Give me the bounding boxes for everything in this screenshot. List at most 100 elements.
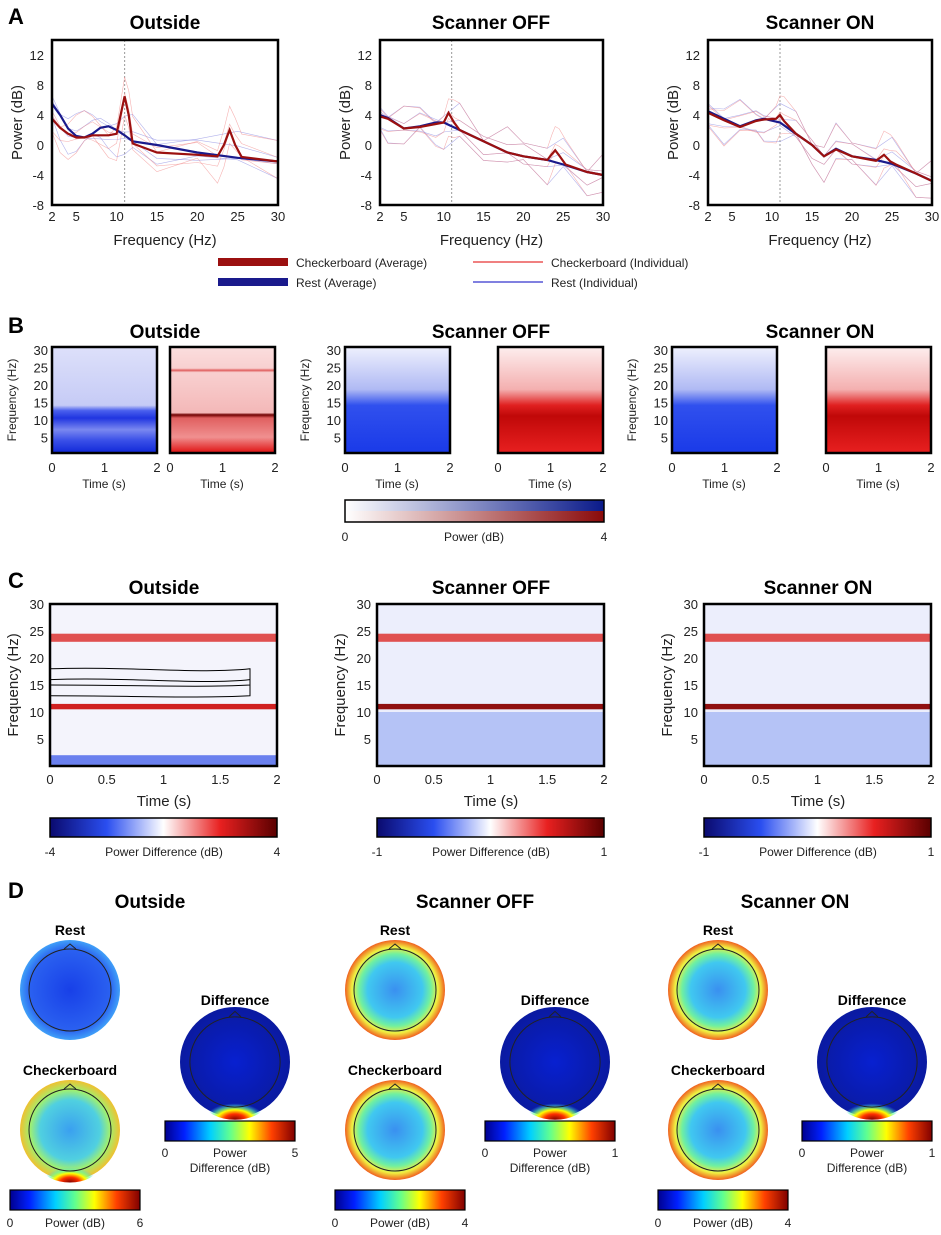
x-tick-label: 2 <box>704 209 711 224</box>
y-tick-label: 15 <box>34 396 48 411</box>
y-tick-label: 15 <box>654 396 668 411</box>
harmonic-band <box>704 633 931 642</box>
difference-colorbar <box>164 1120 296 1142</box>
checkerboard-spectrogram <box>496 345 605 455</box>
rest-topomap <box>668 940 768 1040</box>
topomap-fill <box>500 1007 610 1117</box>
rest-spectrogram <box>670 345 779 455</box>
checkerboard-average-line <box>379 110 604 177</box>
head-outline <box>28 948 112 1032</box>
plot-frame <box>378 38 605 207</box>
checkerboard-colorbar <box>345 511 604 522</box>
difference-topomap <box>180 1007 290 1120</box>
x-tick-label: 0 <box>494 460 501 475</box>
individual-trace <box>707 104 933 178</box>
spectrum-plot <box>706 38 934 207</box>
y-tick-label: 0 <box>37 138 44 153</box>
colorbar-max: 6 <box>137 1216 144 1230</box>
x-tick-label: 0 <box>822 460 829 475</box>
x-tick-label: 15 <box>150 209 164 224</box>
colorbar-label: Difference (dB) <box>190 1161 270 1175</box>
colorbar-min: 0 <box>482 1146 489 1160</box>
x-tick-label: 2 <box>927 772 934 787</box>
y-tick-label: 5 <box>41 431 48 446</box>
x-tick-label: 25 <box>885 209 899 224</box>
y-tick-label: 10 <box>654 413 668 428</box>
individual-trace <box>379 127 604 197</box>
y-tick-label: 12 <box>30 48 44 63</box>
y-axis-label: Frequency (Hz) <box>659 633 676 736</box>
checkerboard-average-line <box>707 111 933 182</box>
x-tick-label: 20 <box>190 209 204 224</box>
individual-trace <box>707 123 933 188</box>
y-tick-label: 4 <box>37 108 44 123</box>
x-tick-label: 1.5 <box>538 772 556 787</box>
topomap-title: Scanner ON <box>741 892 850 913</box>
significance-contour <box>49 678 251 698</box>
head-outline <box>353 948 437 1032</box>
colorbar-label: Power (dB) <box>693 1216 753 1230</box>
x-axis-label: Time (s) <box>528 477 572 491</box>
occipital-hotspot <box>841 1086 903 1120</box>
x-tick-label: 10 <box>109 209 123 224</box>
y-tick-label: 30 <box>654 343 668 358</box>
legend-label: Rest (Individual) <box>551 276 638 290</box>
rest-spectrogram <box>50 345 159 455</box>
low-frequency-band <box>50 755 277 766</box>
y-tick-label: 5 <box>661 431 668 446</box>
rest-label: Rest <box>55 922 86 938</box>
checkerboard-label: Checkerboard <box>348 1062 442 1078</box>
y-tick-label: 30 <box>30 597 44 612</box>
heatmap-title: Scanner OFF <box>432 322 550 343</box>
y-tick-label: 0 <box>365 138 372 153</box>
x-tick-label: 30 <box>271 209 285 224</box>
x-tick-label: 20 <box>845 209 859 224</box>
colorbar-min: 0 <box>7 1216 14 1230</box>
y-tick-label: 20 <box>684 651 698 666</box>
colorbar-frame <box>344 499 605 523</box>
x-axis-label: Time (s) <box>137 793 191 810</box>
colorbar-label: Difference (dB) <box>510 1161 590 1175</box>
difference-title: Scanner OFF <box>432 578 550 599</box>
x-tick-label: 15 <box>805 209 819 224</box>
power-colorbar <box>9 1189 141 1211</box>
rest-topomap <box>20 940 120 1040</box>
individual-trace <box>51 116 279 165</box>
topomap-fill <box>668 940 768 1040</box>
x-tick-label: 1 <box>814 772 821 787</box>
low-frequency-band <box>377 712 604 766</box>
colorbar-max: 5 <box>292 1146 299 1160</box>
topomap-title: Outside <box>115 892 186 913</box>
panel-label: A <box>8 4 24 29</box>
rest-average-line <box>51 103 279 163</box>
colorbar-max: 1 <box>612 1146 619 1160</box>
x-tick-label: 10 <box>436 209 450 224</box>
difference-map <box>375 602 606 768</box>
x-tick-label: 1.5 <box>865 772 883 787</box>
plot-title: Scanner OFF <box>432 13 550 34</box>
individual-trace <box>707 126 933 199</box>
x-tick-label: 2 <box>153 460 160 475</box>
individual-trace <box>379 108 604 172</box>
y-tick-label: 25 <box>357 624 371 639</box>
difference-label: Difference <box>521 992 590 1008</box>
y-tick-label: 5 <box>334 431 341 446</box>
checkerboard-topomap <box>20 1080 120 1183</box>
rest-colorbar <box>345 500 604 511</box>
difference-colorbar <box>376 817 605 838</box>
topomap-fill <box>817 1007 927 1117</box>
colorbar-min: 0 <box>332 1216 339 1230</box>
x-tick-label: 30 <box>596 209 610 224</box>
checkerboard-label: Checkerboard <box>671 1062 765 1078</box>
head-outline <box>676 948 760 1032</box>
y-tick-label: 25 <box>30 624 44 639</box>
legend-swatch-checker-avg <box>218 258 288 266</box>
power-colorbar <box>657 1189 789 1211</box>
x-tick-label: 1 <box>394 460 401 475</box>
legend-label: Checkerboard (Average) <box>296 256 427 270</box>
y-axis-label: Frequency (Hz) <box>625 359 639 442</box>
difference-topomap <box>817 1007 927 1120</box>
rest-label: Rest <box>703 922 734 938</box>
colorbar-min: 0 <box>655 1216 662 1230</box>
y-tick-label: 30 <box>327 343 341 358</box>
